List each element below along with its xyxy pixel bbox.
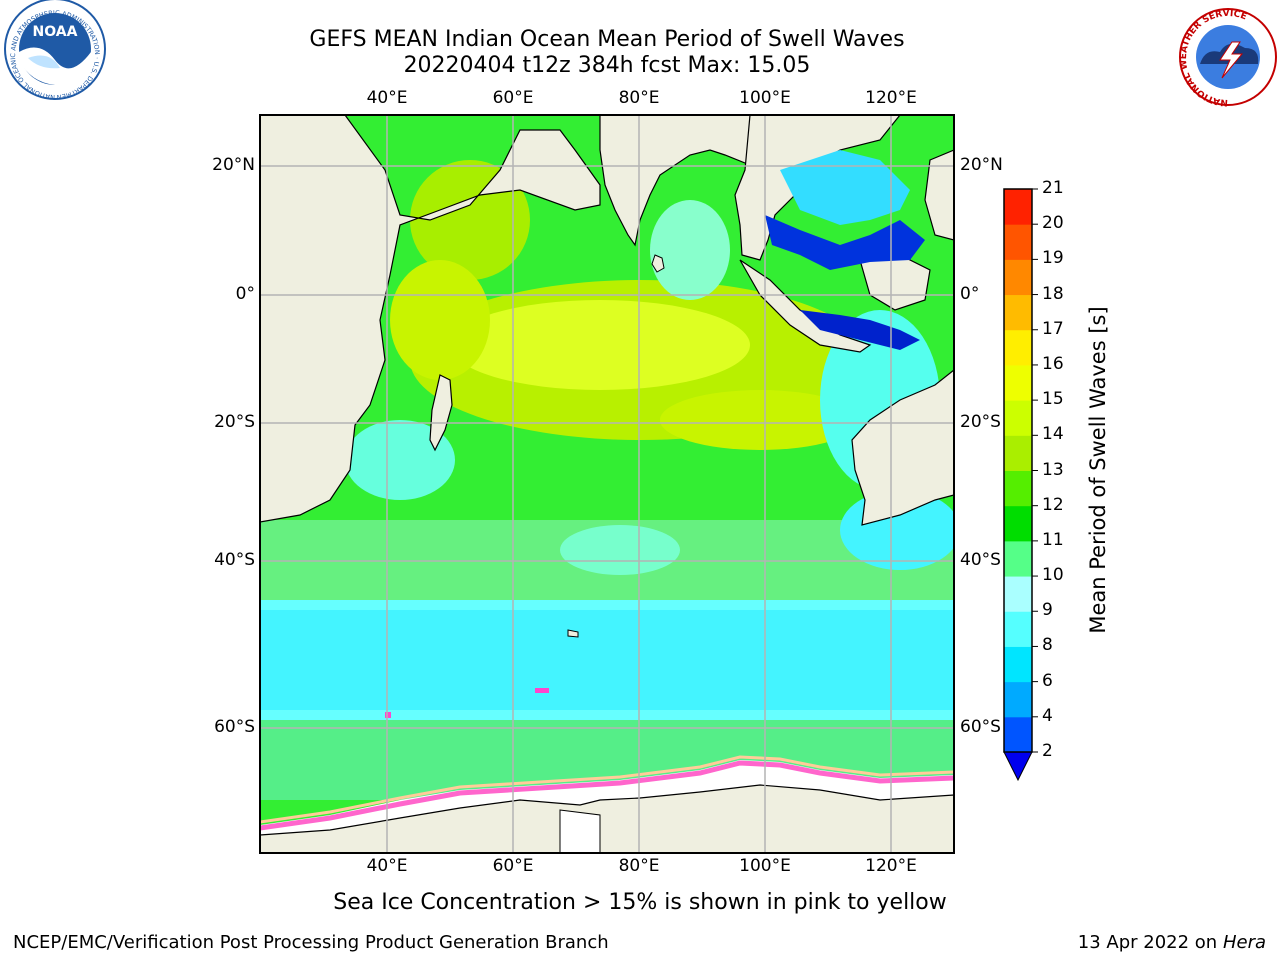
lon-tick-top-40e: 40°E: [366, 88, 408, 108]
colorbar-segment: [1004, 470, 1032, 507]
colorbar-segment: [1004, 364, 1032, 401]
lon-tick-bottom-40e: 40°E: [366, 856, 408, 876]
lat-tick-left-20s: 20°S: [214, 412, 255, 432]
colorbar-segment: [1004, 329, 1032, 366]
noaa-logo-icon: NOAA NATIONAL OCEANIC AND ATMOSPHERIC AD…: [0, 0, 106, 101]
map-area: [260, 115, 954, 853]
chart-title: GEFS MEAN Indian Ocean Mean Period of Sw…: [309, 27, 905, 52]
lat-tick-right-20s: 20°S: [960, 412, 1001, 432]
lat-tick-left-40s: 40°S: [214, 550, 255, 570]
colorbar-tick-label: 13: [1042, 459, 1064, 480]
lon-tick-top-100e: 100°E: [739, 88, 791, 108]
colorbar-tick-label: 4: [1042, 705, 1053, 726]
lat-tick-left-20n: 20°N: [212, 155, 255, 175]
colorbar-segment: [1004, 435, 1032, 471]
colorbar-tick-label: 2: [1042, 741, 1053, 761]
colorbar-label: Mean Period of Swell Waves [s]: [1086, 306, 1110, 634]
colorbar-segment: [1004, 646, 1032, 683]
footer-machine: Hera: [1222, 932, 1266, 953]
colorbar-tick-label: 8: [1042, 635, 1053, 656]
colorbar-tick-label: 10: [1042, 565, 1064, 586]
colorbar-tick-label: 11: [1042, 529, 1064, 550]
chart-subtitle: 20220404 t12z 384h fcst Max: 15.05: [403, 53, 811, 78]
lon-tick-top-120e: 120°E: [865, 88, 917, 108]
colorbar-segment: [1004, 540, 1032, 577]
colorbar-segment: [1004, 294, 1032, 331]
colorbar-tick-label: 18: [1042, 283, 1064, 304]
colorbar-segment: [1004, 224, 1032, 260]
colorbar-tick-label: 14: [1042, 424, 1064, 445]
colorbar-underflow-arrow: [1003, 751, 1033, 782]
colorbar: [1003, 188, 1038, 782]
colorbar-segment: [1004, 576, 1032, 612]
map-frame: [259, 114, 955, 854]
lat-tick-left-60s: 60°S: [214, 717, 255, 737]
colorbar-tick-label: 21: [1042, 178, 1064, 198]
nws-logo-icon: NATIONAL WEATHER SERVICE: [1179, 8, 1277, 107]
lat-tick-right-20n: 20°N: [960, 155, 1003, 175]
colorbar-segment: [1004, 505, 1032, 542]
colorbar-segment: [1004, 611, 1032, 647]
lat-tick-right-40s: 40°S: [960, 550, 1001, 570]
colorbar-segment: [1004, 681, 1032, 718]
colorbar-tick-label: 16: [1042, 353, 1064, 374]
colorbar-segment: [1004, 259, 1032, 296]
colorbar-tick-label: 6: [1042, 670, 1053, 691]
lat-tick-left-0: 0°: [235, 284, 255, 304]
lon-tick-top-60e: 60°E: [492, 88, 534, 108]
footer-credit: NCEP/EMC/Verification Post Processing Pr…: [13, 932, 609, 953]
colorbar-tick-label: 15: [1042, 389, 1064, 410]
colorbar-segment: [1004, 189, 1032, 225]
colorbar-tick-label: 9: [1042, 600, 1053, 621]
colorbar-tick-label: 19: [1042, 248, 1064, 269]
colorbar-tick-label: 12: [1042, 494, 1064, 515]
sea-ice-caption: Sea Ice Concentration > 15% is shown in …: [333, 890, 947, 915]
lon-tick-bottom-80e: 80°E: [618, 856, 660, 876]
lon-tick-bottom-60e: 60°E: [492, 856, 534, 876]
colorbar-tick-label: 20: [1042, 213, 1064, 234]
lon-tick-bottom-120e: 120°E: [865, 856, 917, 876]
colorbar-segment: [1004, 716, 1032, 753]
lon-tick-top-80e: 80°E: [618, 88, 660, 108]
lat-tick-right-0: 0°: [960, 284, 980, 304]
colorbar-segment: [1004, 400, 1032, 436]
lon-tick-bottom-100e: 100°E: [739, 856, 791, 876]
colorbar-tick-label: 17: [1042, 318, 1064, 339]
footer-date: 13 Apr 2022 on Hera: [1078, 932, 1266, 953]
lat-tick-right-60s: 60°S: [960, 717, 1001, 737]
footer-date-text: 13 Apr 2022 on: [1077, 932, 1218, 953]
svg-text:NOAA: NOAA: [33, 24, 78, 40]
